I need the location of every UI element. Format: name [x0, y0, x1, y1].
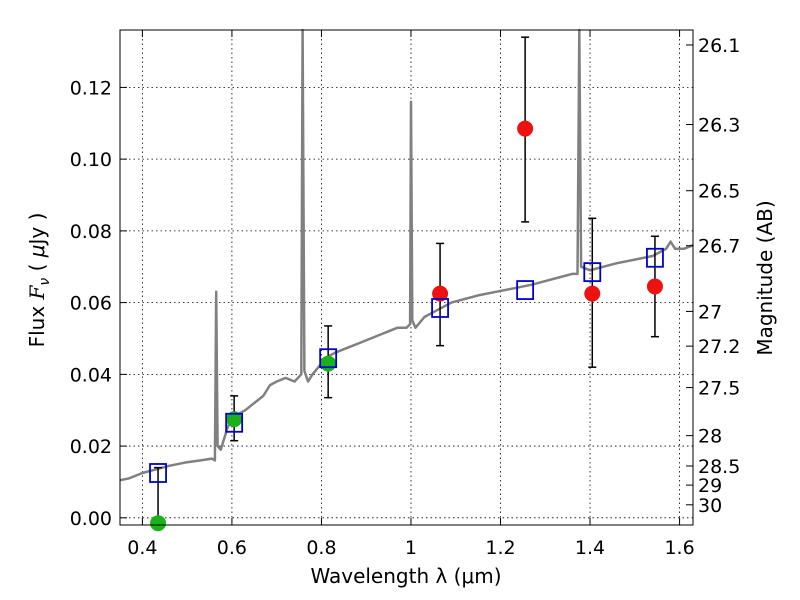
- y-axis-label-unit: Jy ): [25, 213, 49, 247]
- magnitude-tick-label: 26.5: [698, 181, 740, 203]
- x-tick-labels: 0.4 0.6 0.8 1 1.2 1.4 1.6: [127, 537, 694, 559]
- magnitude-tick-label: 26.1: [698, 35, 740, 57]
- x-axis-label: Wavelength λ (μm): [310, 564, 501, 588]
- model-photometry-square: [646, 247, 664, 268]
- red-data-point: [584, 285, 601, 302]
- y-tick-label: 0.08: [70, 221, 112, 243]
- x-tick-label: 0.4: [127, 537, 157, 559]
- model-photometry-square: [225, 412, 244, 433]
- magnitude-tick-label: 27.5: [698, 378, 740, 400]
- y-axis-label-flux: Flux: [25, 299, 49, 347]
- y-tick-label: 0.10: [70, 149, 112, 171]
- y-tick-label: 0.00: [70, 508, 112, 530]
- x-tick-label: 0.8: [306, 537, 336, 559]
- tick-marks: [120, 30, 693, 525]
- model-photometry-square: [516, 280, 535, 300]
- x-tick-label: 1.4: [575, 537, 605, 559]
- y-tick-label: 0.06: [70, 293, 112, 315]
- magnitude-tick-label: 30: [698, 495, 722, 517]
- x-tick-label: 0.6: [217, 537, 247, 559]
- y-tick-labels: 0.00 0.02 0.04 0.06 0.08 0.10 0.12: [70, 77, 112, 529]
- red-data-point: [646, 278, 663, 295]
- magnitude-tick-label: 27.2: [698, 336, 740, 358]
- x-tick-label: 1: [405, 537, 417, 559]
- magnitude-tick-label: 26.7: [698, 236, 740, 258]
- green-data-point: [320, 355, 337, 372]
- green-data-point: [150, 515, 167, 532]
- magnitude-tick-label: 28: [698, 426, 722, 448]
- model-photometry-square: [319, 348, 338, 369]
- x-tick-label: 1.2: [485, 537, 515, 559]
- magnitude-tick-label: 29: [698, 475, 722, 497]
- y-axis-label-symbol: F: [25, 284, 49, 300]
- y-axis-label-open-paren: (: [25, 257, 49, 278]
- marker-layer: [149, 120, 664, 532]
- model-photometry-square: [149, 463, 167, 483]
- y-axis-label: Flux Fν ( μJy ): [25, 213, 53, 348]
- model-spectrum-line: [119, 28, 694, 482]
- model-spectrum-layer: [119, 28, 694, 482]
- y-axis-label-mu: μ: [25, 244, 49, 258]
- green-data-point: [226, 411, 243, 428]
- red-data-point: [517, 120, 534, 137]
- magnitude-tick-label: 28.5: [698, 456, 740, 478]
- y-tick-label: 0.04: [70, 364, 112, 386]
- magnitude-tick-label: 26.3: [698, 115, 740, 137]
- model-photometry-square: [431, 298, 449, 318]
- right-axis-label: Magnitude (AB): [753, 200, 777, 355]
- magnitude-tick-label: 27: [698, 301, 722, 323]
- y-axis-label-subscript: ν: [37, 278, 53, 286]
- model-photometry-square: [583, 262, 602, 283]
- red-data-point: [432, 285, 449, 302]
- errorbar-layer: [154, 36, 659, 524]
- plot-frame: [119, 29, 694, 526]
- x-tick-label: 1.6: [664, 537, 694, 559]
- grid-lines: [120, 30, 693, 525]
- y-tick-label: 0.02: [70, 436, 112, 458]
- y-tick-label: 0.12: [70, 77, 112, 99]
